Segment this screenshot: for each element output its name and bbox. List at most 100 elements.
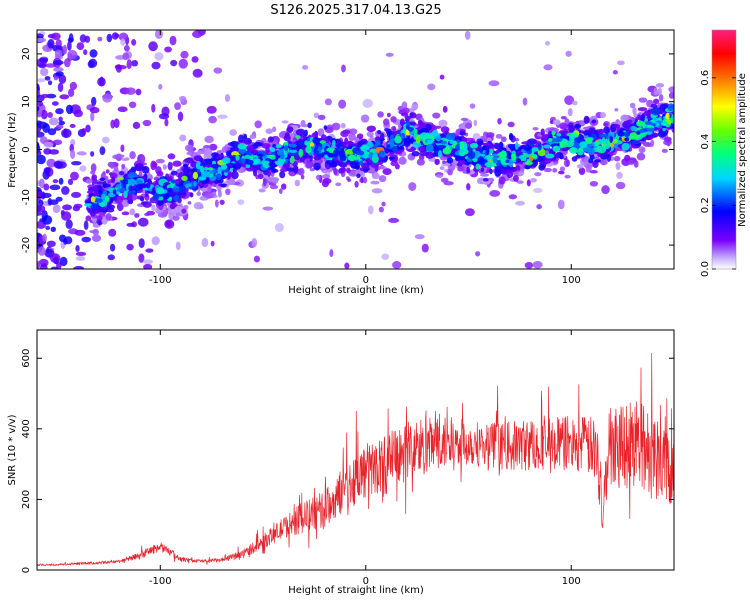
spectrogram-blob bbox=[524, 262, 534, 269]
spectrogram-blob bbox=[170, 170, 178, 176]
spectrogram-blob bbox=[47, 128, 57, 136]
spectrogram-blob bbox=[553, 128, 559, 133]
spectrogram-blob bbox=[574, 123, 582, 129]
spectrogram-blob bbox=[559, 166, 566, 172]
spectrogram-blob bbox=[515, 165, 521, 171]
spectrogram-blob bbox=[614, 108, 619, 112]
spectrogram-blob bbox=[668, 86, 674, 93]
spectrogram-blob bbox=[442, 105, 448, 113]
spectrogram-blob bbox=[615, 162, 621, 171]
spectrogram-blob bbox=[38, 63, 47, 69]
snr-ytick-label: 200 bbox=[21, 490, 32, 509]
spectrogram-blob bbox=[316, 153, 326, 157]
spectrogram-blob bbox=[121, 157, 129, 162]
spectrogram-blob bbox=[637, 114, 641, 120]
spectrogram-blob bbox=[665, 112, 670, 120]
snr-xtick-label: -100 bbox=[149, 576, 172, 587]
spectrogram-blob bbox=[111, 176, 116, 183]
snr-xtick-label: 100 bbox=[562, 576, 581, 587]
spectrogram-blob bbox=[43, 167, 51, 174]
spectrogram-blob bbox=[126, 243, 134, 251]
spectrogram-blob bbox=[167, 153, 176, 160]
spectrogram-blob bbox=[134, 213, 140, 218]
spectrogram-blob bbox=[195, 161, 202, 170]
spectrogram-blob bbox=[602, 143, 611, 150]
spectrogram-blob bbox=[220, 164, 228, 170]
spectrogram-blob bbox=[446, 157, 454, 164]
spectrogram-blob bbox=[297, 142, 304, 146]
spectrogram-blob bbox=[652, 132, 659, 138]
spectrogram-blob bbox=[460, 117, 469, 122]
spectrogram-blob bbox=[603, 126, 611, 135]
snr-frame bbox=[36, 329, 675, 571]
spectrogram-blob bbox=[40, 263, 48, 269]
spectrogram-blob bbox=[51, 101, 59, 106]
spectrogram-blob bbox=[169, 203, 176, 210]
spectrogram-blob bbox=[467, 150, 476, 160]
spectrogram-blob bbox=[108, 228, 117, 237]
spectrogram-blob bbox=[484, 155, 494, 160]
spectrogram-blob bbox=[252, 165, 259, 171]
spectrogram-blob bbox=[215, 173, 222, 181]
spectrogram-blob bbox=[598, 128, 605, 135]
colorbar-tick-label: 0.2 bbox=[700, 197, 711, 213]
spectrogram-blob bbox=[201, 237, 209, 248]
spectrogram-blob bbox=[498, 176, 506, 185]
spectrogram-blob bbox=[148, 41, 158, 52]
spectrogram-blob bbox=[230, 140, 239, 148]
spectrogram-ytick-label: -10 bbox=[21, 189, 32, 205]
spectrogram-blob bbox=[640, 114, 645, 123]
spectrogram-blob bbox=[348, 133, 356, 141]
spectrogram-blob bbox=[46, 93, 57, 99]
spectrogram-blob bbox=[126, 222, 135, 227]
spectrogram-blob bbox=[47, 112, 53, 118]
spectrogram-blob bbox=[113, 118, 120, 129]
spectrogram-blob bbox=[217, 190, 222, 198]
spectrogram-blob bbox=[314, 150, 320, 155]
spectrogram-blob bbox=[588, 127, 596, 135]
spectrogram-blob bbox=[578, 134, 584, 140]
spectrogram-blob bbox=[472, 132, 481, 140]
spectrogram-blob bbox=[366, 125, 377, 132]
spectrogram-blob bbox=[67, 88, 75, 98]
spectrogram-blob bbox=[45, 225, 51, 231]
spectrogram-blob bbox=[464, 208, 475, 217]
spectrogram-blob bbox=[85, 215, 92, 222]
spectrogram-blob bbox=[65, 219, 73, 230]
spectrogram-blob bbox=[90, 196, 96, 203]
spectrogram-blob bbox=[636, 120, 645, 127]
spectrogram-blob bbox=[76, 151, 87, 156]
spectrogram-blob bbox=[401, 101, 408, 110]
spectrogram-blob bbox=[155, 158, 165, 164]
spectrogram-blob bbox=[582, 146, 592, 152]
spectrogram-blob bbox=[324, 98, 332, 106]
spectrogram-blob bbox=[495, 133, 503, 139]
spectrogram-blob bbox=[71, 191, 82, 199]
spectrogram-blob bbox=[333, 168, 338, 175]
spectrogram-blob bbox=[243, 137, 252, 145]
spectrogram-blob bbox=[523, 147, 531, 151]
spectrogram-blob bbox=[399, 118, 405, 127]
spectrogram-blob bbox=[206, 105, 217, 114]
spectrogram-blob bbox=[269, 184, 279, 190]
spectrogram-blob bbox=[409, 112, 417, 119]
spectrogram-blob bbox=[58, 120, 66, 126]
spectrogram-blob bbox=[630, 125, 637, 132]
spectrogram-blob bbox=[58, 177, 64, 185]
spectrogram-blob bbox=[76, 42, 85, 51]
spectrogram-blob bbox=[268, 161, 276, 167]
spectrogram-blob bbox=[104, 195, 110, 202]
snr-ytick-label: 400 bbox=[21, 419, 32, 438]
spectrogram-blob bbox=[419, 132, 429, 141]
spectrogram-blob bbox=[156, 170, 164, 177]
spectrogram-blob bbox=[369, 148, 377, 154]
spectrogram-blob bbox=[588, 158, 594, 164]
spectrogram-blob bbox=[543, 167, 553, 173]
spectrogram-blob bbox=[571, 156, 578, 162]
spectrogram-blob bbox=[146, 182, 151, 189]
spectrogram-blob bbox=[655, 83, 665, 88]
spectrogram-blob bbox=[192, 171, 199, 180]
spectrogram-blob bbox=[224, 94, 231, 103]
spectrogram-blob bbox=[67, 50, 78, 60]
